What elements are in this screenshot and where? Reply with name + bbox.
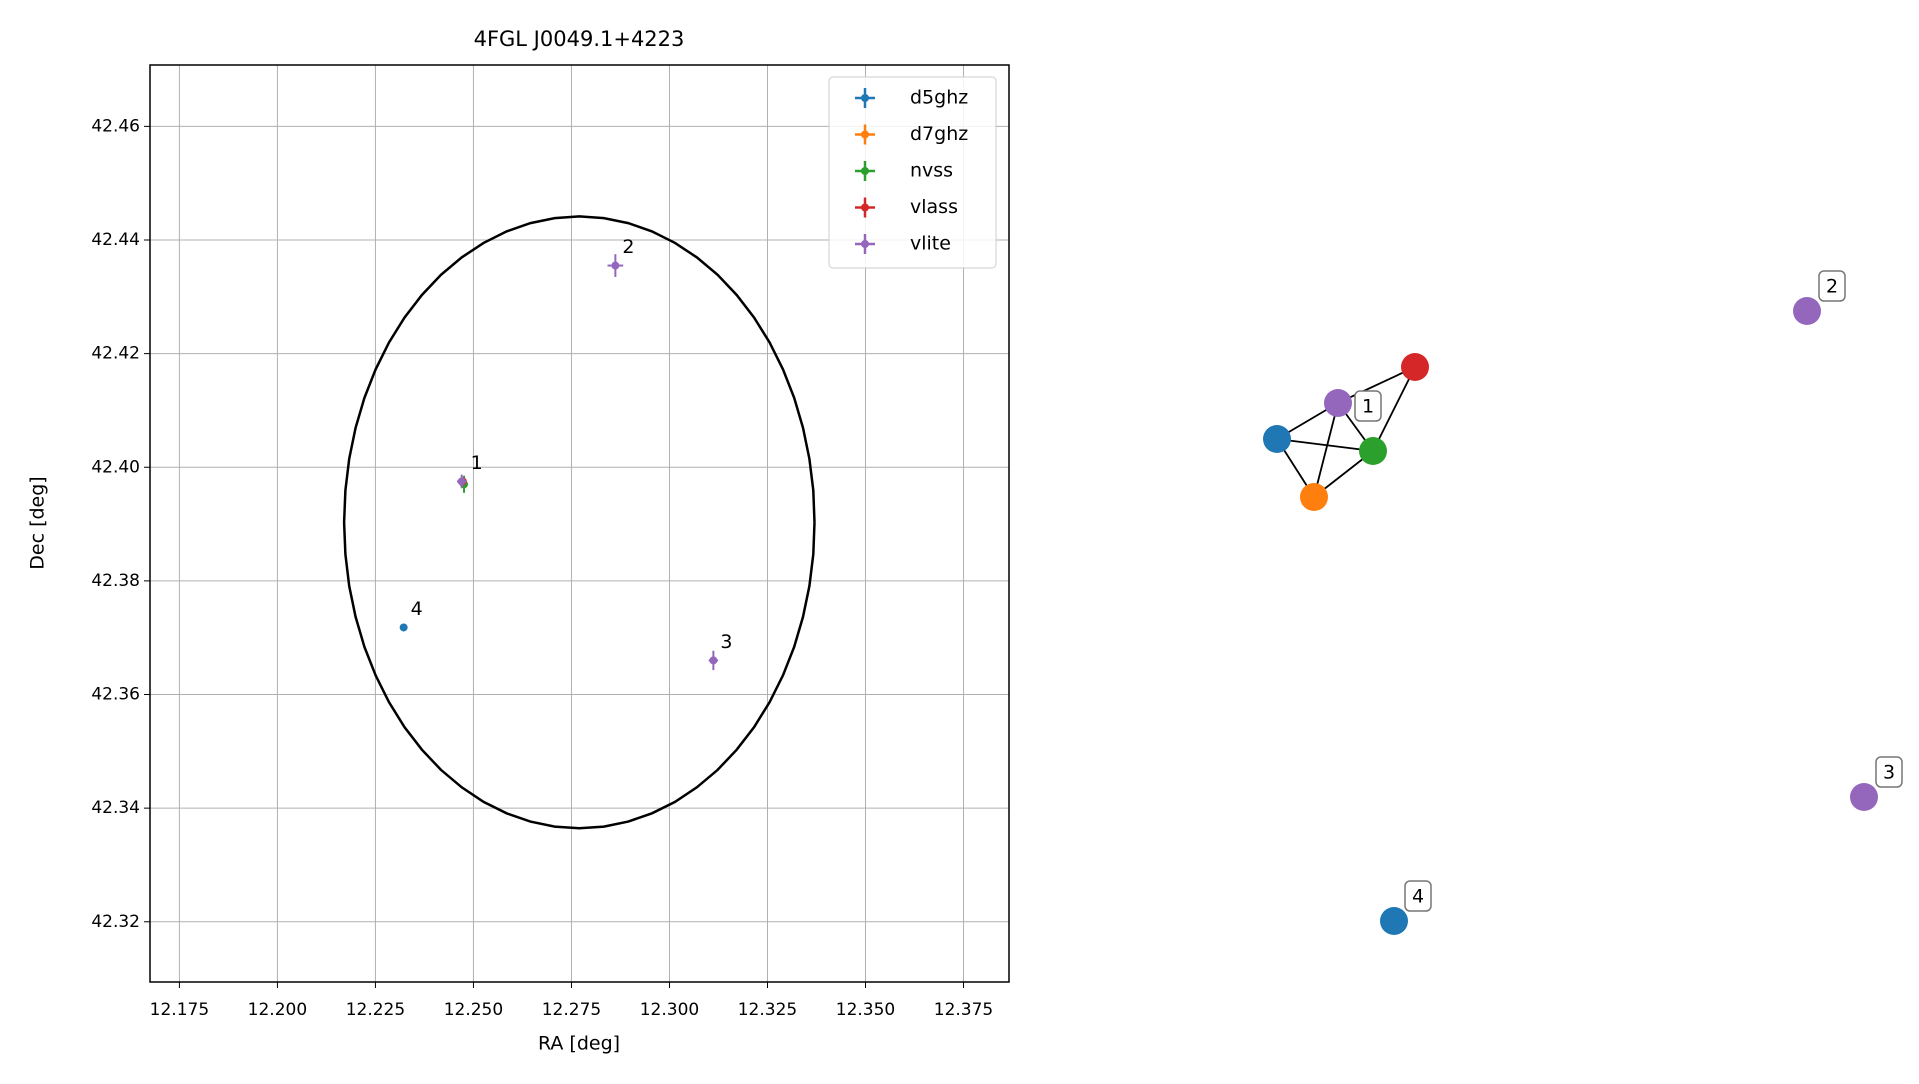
y-tick-label: 42.46 bbox=[91, 116, 140, 136]
edge bbox=[1276, 438, 1374, 452]
chart-title: 4FGL J0049.1+4223 bbox=[474, 27, 685, 51]
edge bbox=[1337, 366, 1416, 404]
x-tick-label: 12.350 bbox=[836, 1000, 895, 1020]
node-label: 1 bbox=[1362, 396, 1374, 418]
x-tick-label: 12.250 bbox=[444, 1000, 503, 1020]
edge bbox=[1313, 402, 1339, 498]
node-label: 4 bbox=[1412, 886, 1424, 908]
network-diagram: 1 2 3 4 bbox=[1263, 270, 1903, 935]
x-tick-label: 12.325 bbox=[738, 1000, 797, 1020]
legend-marker bbox=[861, 203, 869, 212]
node bbox=[1359, 437, 1387, 465]
y-tick-label: 42.38 bbox=[91, 571, 140, 591]
point bbox=[399, 623, 408, 632]
y-tick-label: 42.40 bbox=[91, 457, 140, 477]
point bbox=[611, 261, 620, 270]
x-tick-label: 12.225 bbox=[346, 1000, 405, 1020]
legend-marker bbox=[861, 94, 869, 102]
node bbox=[1263, 425, 1291, 453]
annotation: 3 bbox=[720, 631, 732, 653]
annotation: 1 bbox=[471, 452, 483, 474]
legend-marker bbox=[861, 167, 869, 175]
annotation: 4 bbox=[411, 598, 423, 620]
x-tick-label: 12.200 bbox=[248, 1000, 307, 1020]
ellipse bbox=[342, 215, 816, 830]
y-tick-label: 42.44 bbox=[91, 230, 140, 250]
node-label: 2 bbox=[1826, 276, 1838, 298]
y-tick-label: 42.32 bbox=[91, 912, 140, 932]
plot-frame bbox=[149, 64, 1010, 983]
node-label: 3 bbox=[1883, 762, 1895, 784]
node bbox=[1850, 783, 1878, 811]
label-box bbox=[1404, 880, 1432, 912]
y-tick-label: 42.36 bbox=[91, 685, 140, 705]
node bbox=[1793, 297, 1821, 325]
x-tick-label: 12.175 bbox=[150, 1000, 209, 1020]
x-axis-label: RA [deg] bbox=[538, 1033, 620, 1055]
legend-label: vlite bbox=[910, 233, 951, 255]
label-box bbox=[1875, 756, 1903, 788]
legend-marker bbox=[861, 130, 869, 139]
node bbox=[1380, 907, 1408, 935]
legend-marker bbox=[861, 240, 869, 248]
y-tick-label: 42.42 bbox=[91, 344, 140, 364]
legend: d5ghz d7ghz nvss vlass vlite bbox=[828, 76, 997, 269]
edge bbox=[1372, 366, 1416, 452]
node bbox=[1401, 353, 1429, 381]
point bbox=[709, 656, 718, 665]
legend-label: nvss bbox=[910, 160, 953, 182]
node bbox=[1324, 389, 1352, 417]
point bbox=[457, 477, 466, 486]
x-tick-label: 12.300 bbox=[640, 1000, 699, 1020]
annotation: 2 bbox=[622, 236, 634, 258]
label-box bbox=[1354, 390, 1382, 422]
legend-label: d5ghz bbox=[910, 87, 968, 109]
label-box bbox=[1818, 270, 1846, 302]
y-tick-label: 42.34 bbox=[91, 798, 140, 818]
legend-label: d7ghz bbox=[910, 123, 968, 145]
legend-label: vlass bbox=[910, 196, 958, 218]
node bbox=[1300, 483, 1328, 511]
y-axis-label: Dec [deg] bbox=[27, 476, 49, 569]
legend-box bbox=[828, 76, 997, 269]
x-tick-label: 12.375 bbox=[934, 1000, 993, 1020]
x-tick-label: 12.275 bbox=[542, 1000, 601, 1020]
